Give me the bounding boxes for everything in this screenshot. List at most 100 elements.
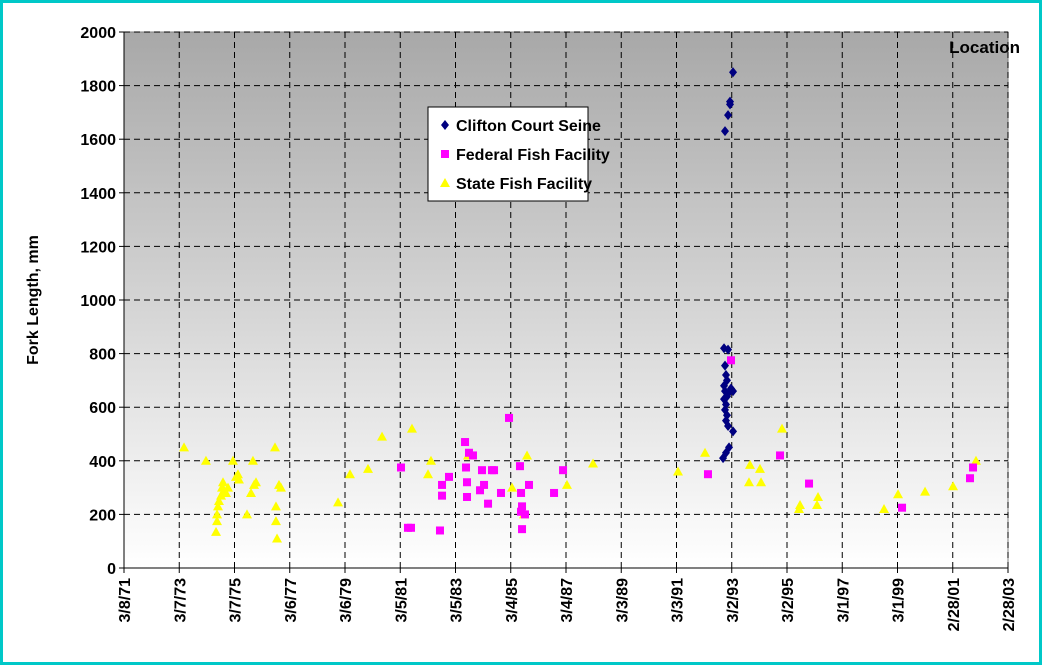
y-tick-label: 1400 (80, 186, 116, 203)
x-tick-label: 3/4/85 (504, 578, 521, 623)
triangle-marker (250, 477, 261, 487)
triangle-marker (213, 501, 224, 511)
triangle-marker (970, 455, 981, 465)
square-marker (703, 470, 712, 479)
legend: Clifton Court Seine Federal Fish Facility… (427, 106, 610, 202)
triangle-marker (920, 486, 931, 496)
triangle-marker (522, 450, 533, 460)
square-marker (520, 510, 529, 519)
square-marker (438, 491, 447, 500)
diamond-marker (729, 67, 738, 78)
square-marker (550, 488, 559, 497)
triangle-marker (777, 423, 788, 433)
diamond-marker (726, 99, 735, 110)
y-tick-label: 800 (89, 347, 116, 364)
triangle-marker (179, 442, 190, 452)
triangle-marker (333, 497, 344, 507)
x-tick-label: 3/5/83 (449, 578, 466, 623)
x-tick-label: 3/3/91 (670, 578, 687, 623)
y-tick-label: 2000 (80, 25, 116, 42)
triangle-marker (232, 469, 243, 479)
square-marker (444, 472, 453, 481)
legend-label: Federal Fish Facility (456, 147, 610, 164)
square-marker (438, 480, 447, 489)
square-marker (496, 488, 505, 497)
triangle-marker (425, 455, 436, 465)
x-tick-label: 3/7/73 (172, 578, 189, 623)
x-tick-label: 3/8/71 (117, 578, 134, 623)
square-marker (559, 466, 568, 475)
y-tick-label: 600 (89, 400, 116, 417)
square-marker (515, 462, 524, 471)
y-tick-label: 400 (89, 454, 116, 471)
triangle-marker (275, 482, 286, 492)
x-tick-label: 3/7/75 (228, 578, 245, 623)
triangle-marker (233, 474, 244, 484)
x-tick-label: 3/6/77 (283, 578, 300, 623)
square-marker (477, 466, 486, 475)
x-tick-label: 3/4/87 (559, 578, 576, 623)
square-marker (463, 478, 472, 487)
triangle-marker (227, 455, 238, 465)
diamond-marker (721, 126, 730, 137)
diamond-marker (721, 360, 730, 371)
square-marker (484, 499, 493, 508)
square-marker (490, 466, 499, 475)
triangle-marker (507, 482, 518, 492)
triangle-marker (241, 509, 252, 519)
y-axis-title: Fork Length, mm (25, 235, 42, 365)
x-tick-label: 3/5/81 (393, 578, 410, 623)
triangle-marker (200, 455, 211, 465)
x-tick-label: 3/1/97 (835, 578, 852, 623)
square-marker (464, 448, 473, 457)
chart-title: Location (949, 38, 1020, 57)
triangle-marker (440, 178, 450, 187)
triangle-marker (212, 509, 223, 519)
triangle-marker (222, 482, 233, 492)
square-marker (406, 523, 415, 532)
triangle-marker (948, 481, 959, 491)
diamond-marker (724, 420, 733, 431)
triangle-marker (812, 500, 823, 510)
triangle-marker (216, 490, 227, 500)
y-tick-label: 1600 (80, 132, 116, 149)
triangle-marker (272, 533, 283, 543)
square-marker (776, 451, 785, 460)
legend-label: State Fish Facility (456, 176, 592, 193)
square-marker (969, 463, 978, 472)
triangle-marker (217, 477, 228, 487)
x-tick-label: 3/2/95 (780, 578, 797, 623)
x-tick-label: 3/1/99 (891, 578, 908, 623)
triangle-marker (212, 516, 223, 526)
square-marker (476, 486, 485, 495)
triangle-marker (673, 466, 684, 476)
triangle-marker (245, 487, 256, 497)
diamond-marker (724, 344, 733, 355)
triangle-marker (269, 442, 280, 452)
triangle-marker (344, 469, 355, 479)
legend-label: Clifton Court Seine (456, 118, 601, 135)
triangle-marker (247, 455, 258, 465)
triangle-marker (893, 489, 904, 499)
square-marker (518, 525, 527, 534)
triangle-marker (700, 447, 711, 457)
square-marker (518, 502, 527, 511)
y-tick-label: 0 (107, 561, 116, 578)
diamond-marker (719, 453, 728, 464)
square-marker (441, 150, 449, 158)
diamond-marker (729, 386, 738, 397)
triangle-marker (813, 491, 824, 501)
grid: 0 200 400 600 800 1000 1200 1400 1600 1800 2000 3/8… (80, 25, 1018, 631)
square-marker (524, 480, 533, 489)
triangle-marker (561, 479, 572, 489)
square-marker (480, 480, 489, 489)
x-tick-label: 2/28/01 (946, 578, 963, 631)
square-marker (898, 503, 907, 512)
triangle-marker (211, 526, 222, 536)
triangle-marker (377, 431, 388, 441)
x-tick-label: 3/6/79 (338, 578, 355, 623)
square-marker (462, 463, 471, 472)
triangle-marker (754, 463, 765, 473)
triangle-marker (744, 477, 755, 487)
